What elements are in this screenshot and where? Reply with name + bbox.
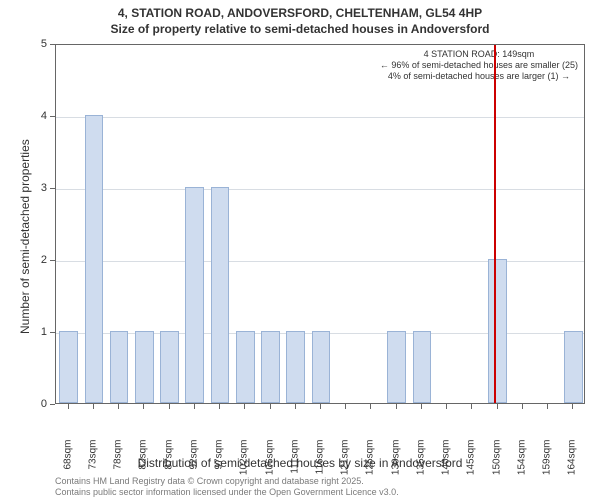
- x-tick-label: 145sqm: [466, 440, 477, 490]
- chart-title-line1: 4, STATION ROAD, ANDOVERSFORD, CHELTENHA…: [0, 6, 600, 20]
- histogram-bar: [85, 115, 104, 403]
- property-size-chart: 4, STATION ROAD, ANDOVERSFORD, CHELTENHA…: [0, 0, 600, 500]
- x-tick-label: 111sqm: [289, 440, 300, 490]
- y-tick-label: 1: [27, 326, 47, 338]
- y-tick-label: 5: [27, 38, 47, 50]
- x-tick-mark: [522, 404, 523, 409]
- x-tick-label: 135sqm: [415, 440, 426, 490]
- x-tick-label: 92sqm: [188, 440, 199, 490]
- x-tick-label: 159sqm: [542, 440, 553, 490]
- annotation-line3: 4% of semi-detached houses are larger (1…: [380, 71, 578, 82]
- x-tick-label: 106sqm: [264, 440, 275, 490]
- y-tick-mark: [50, 260, 55, 261]
- histogram-bar: [110, 331, 129, 403]
- x-tick-label: 140sqm: [441, 440, 452, 490]
- histogram-bar: [387, 331, 406, 403]
- x-tick-mark: [547, 404, 548, 409]
- plot-area: 4 STATION ROAD: 149sqm ← 96% of semi-det…: [55, 44, 585, 404]
- y-tick-mark: [50, 188, 55, 189]
- x-tick-label: 82sqm: [138, 440, 149, 490]
- x-tick-mark: [68, 404, 69, 409]
- x-tick-mark: [320, 404, 321, 409]
- x-tick-label: 130sqm: [390, 440, 401, 490]
- x-tick-mark: [370, 404, 371, 409]
- x-tick-label: 116sqm: [315, 440, 326, 490]
- y-axis-label: Number of semi-detached properties: [18, 139, 32, 334]
- grid-line: [56, 117, 584, 118]
- x-tick-mark: [572, 404, 573, 409]
- y-tick-mark: [50, 332, 55, 333]
- x-tick-label: 73sqm: [87, 440, 98, 490]
- x-tick-label: 154sqm: [516, 440, 527, 490]
- histogram-bar: [211, 187, 230, 403]
- x-tick-label: 121sqm: [340, 440, 351, 490]
- x-tick-mark: [118, 404, 119, 409]
- grid-line: [56, 189, 584, 190]
- x-tick-mark: [295, 404, 296, 409]
- x-tick-label: 68sqm: [62, 440, 73, 490]
- marker-annotation: 4 STATION ROAD: 149sqm ← 96% of semi-det…: [380, 49, 578, 81]
- annotation-line1: 4 STATION ROAD: 149sqm: [380, 49, 578, 60]
- histogram-bar: [286, 331, 305, 403]
- y-tick-mark: [50, 44, 55, 45]
- x-tick-mark: [143, 404, 144, 409]
- x-tick-mark: [497, 404, 498, 409]
- histogram-bar: [261, 331, 280, 403]
- y-tick-mark: [50, 116, 55, 117]
- x-tick-mark: [244, 404, 245, 409]
- x-tick-mark: [270, 404, 271, 409]
- y-tick-label: 0: [27, 398, 47, 410]
- y-tick-mark: [50, 404, 55, 405]
- x-tick-mark: [194, 404, 195, 409]
- annotation-line2: ← 96% of semi-detached houses are smalle…: [380, 60, 578, 71]
- histogram-bar: [135, 331, 154, 403]
- x-tick-mark: [345, 404, 346, 409]
- x-tick-mark: [471, 404, 472, 409]
- histogram-bar: [59, 331, 78, 403]
- chart-title-line2: Size of property relative to semi-detach…: [0, 22, 600, 36]
- histogram-bar: [564, 331, 583, 403]
- y-tick-label: 4: [27, 110, 47, 122]
- x-tick-label: 164sqm: [567, 440, 578, 490]
- x-tick-mark: [396, 404, 397, 409]
- histogram-bar: [160, 331, 179, 403]
- histogram-bar: [185, 187, 204, 403]
- histogram-bar: [312, 331, 331, 403]
- x-tick-label: 102sqm: [239, 440, 250, 490]
- x-tick-mark: [169, 404, 170, 409]
- histogram-bar: [488, 259, 507, 403]
- x-tick-label: 87sqm: [163, 440, 174, 490]
- x-tick-mark: [446, 404, 447, 409]
- y-tick-label: 3: [27, 182, 47, 194]
- x-tick-label: 150sqm: [491, 440, 502, 490]
- x-tick-mark: [219, 404, 220, 409]
- y-tick-label: 2: [27, 254, 47, 266]
- histogram-bar: [413, 331, 432, 403]
- marker-line: [494, 45, 496, 403]
- histogram-bar: [236, 331, 255, 403]
- x-tick-label: 78sqm: [113, 440, 124, 490]
- x-tick-label: 125sqm: [365, 440, 376, 490]
- x-tick-mark: [421, 404, 422, 409]
- x-tick-label: 97sqm: [214, 440, 225, 490]
- x-tick-mark: [93, 404, 94, 409]
